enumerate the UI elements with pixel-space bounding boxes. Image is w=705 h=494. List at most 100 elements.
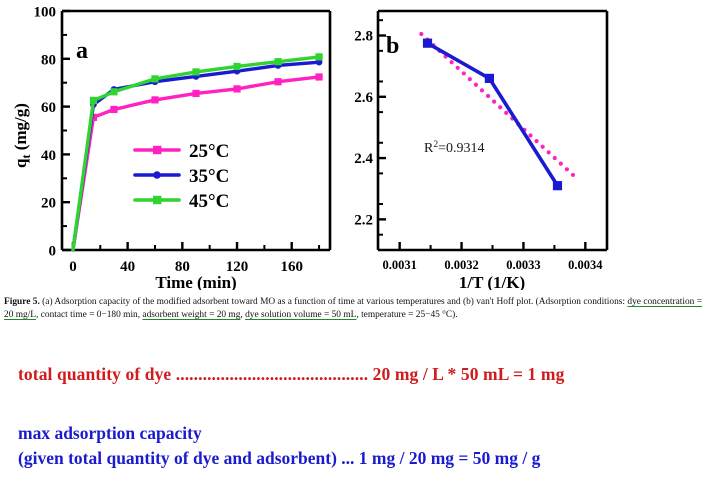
panel-b-x-ticks: 0.0031 0.0032 0.0033 0.0034 [382,242,603,272]
panel-b-letter: b [386,33,399,59]
panel-b-fit-dot [540,144,545,149]
panel-a-legend-label: 25°C [189,141,229,162]
panel-a-axes [60,9,332,252]
panel-b-fit-dot [504,110,509,116]
panel-b-fit-dot [564,167,569,172]
panel-b-axes [376,9,609,252]
panel-a-marker [315,53,323,61]
annotation-max-adsorption-capacity: max adsorption capacity (given total qua… [18,421,694,471]
panel-a-legend-item: 25°C [133,141,229,162]
panel-a-marker [192,89,200,98]
panel-b-vant-hoff-plot: 2.2 2.4 2.6 2.8 0.0031 0.0032 0.0033 0.0034 b … [352,0,705,290]
panel-a-marker [274,58,282,66]
svg-text:qt (mg/g): qt (mg/g) [11,103,33,168]
panel-a-x-tick-label: 120 [226,259,249,275]
panel-a-marker [192,68,200,76]
panel-a-letter: a [76,38,88,64]
panel-b-data-series [422,38,563,191]
y-title-rest: (mg/g) [11,103,30,154]
panel-b-fit-dot [570,172,576,178]
panel-a-x-tick-label: 80 [175,259,190,275]
panel-b-y-ticks: 2.2 2.4 2.6 2.8 [354,29,386,228]
panel-b-fit-dot [534,139,539,144]
y-title-main: q [11,158,30,168]
panel-a-y-tick-label: 100 [34,5,57,21]
panel-b-fit-dot [449,60,454,65]
panel-b-fit-dot [492,99,497,104]
panel-b-y-tick-label: 2.2 [354,212,373,228]
panel-a-series-45C [71,53,323,252]
panel-b-data-marker [422,38,433,48]
panel-b-x-tick-label: 0.0032 [444,258,478,272]
y-title-sub: t [19,155,33,159]
panel-b-fit-dot [467,76,472,82]
panel-a-legend-label: 45°C [189,191,229,212]
panel-a-x-tick-label: 0 [69,259,77,275]
svg-text:ln qe /Ce: ln qe /Ce [352,100,353,160]
caption-condition-dye-solution-volume: dye solution volume = 50 mL [245,310,357,321]
caption-part-1: (a) Adsorption capacity of the modified … [39,297,628,307]
panel-a-marker [233,62,241,71]
panel-a-y-tick-label: 60 [41,100,56,116]
panel-b-fit-dot [479,88,485,93]
panel-b-svg: 2.22.42.62.8 0.0031 0.0032 0.0033 0.0034 b … [352,9,609,290]
panel-a-marker [233,85,241,93]
panel-a-marker [151,75,159,83]
panel-b-r2-annotation: R2=0.9314 [424,140,485,156]
r2-pre: R [424,141,434,156]
panel-b-fit-dot [558,161,563,166]
caption-part-3: , [240,310,246,321]
panel-b-fit-dot [498,105,503,110]
panel-a-adsorption-capacity: 0 20 40 60 80 100 0 40 80 120 160 a qt (mg/g) [0,0,352,290]
panel-a-y-ticks: 0 20 40 60 80 100 [34,5,70,260]
panel-b-x-tick-label: 0.0034 [568,258,603,272]
panel-a-y-tick-label: 40 [41,148,56,164]
r2-sup: 2 [433,140,438,150]
panel-a-series-25C [71,73,323,252]
panel-a-x-minor-ticks [99,245,321,250]
panel-b-fit-dot [419,31,424,37]
panel-a-marker [89,113,98,121]
panel-a-marker [110,105,118,114]
panel-a-y-axis-title: qt (mg/g) [11,103,33,168]
caption-figure-number: Figure 5. [4,297,40,307]
panel-a-marker [110,88,118,96]
panel-b-y-tick-label: 2.6 [354,90,373,106]
panel-a-series-group [71,53,323,252]
panel-a-y-tick-label: 80 [41,52,56,68]
caption-condition-adsorbent-weight: adsorbent weight = 20 mg [142,310,241,321]
panel-a-marker [89,96,98,104]
b-y-title-sub2: e [352,100,353,106]
panel-b-fit-dot [473,82,479,87]
caption-part-4: , temperature = 25−45 °C). [356,310,458,321]
panel-a-x-tick-label: 40 [120,259,135,275]
panel-b-x-tick-label: 0.0033 [506,258,540,272]
panel-a-marker [315,73,323,81]
panel-b-data-line [425,41,560,188]
panel-a-legend: 25°C 35°C 45°C [133,141,229,212]
panel-a-x-axis-title: Time (min) [155,273,236,290]
panel-a-legend-item: 35°C [133,166,229,187]
panel-a-legend-label: 35°C [189,166,229,187]
caption-part-2: , contact time = 0−180 min, [36,310,143,321]
panel-a-marker [274,78,282,86]
figure-area: 0 20 40 60 80 100 0 40 80 120 160 a qt (mg/g) [0,0,705,290]
figure-caption: Figure 5. (a) Adsorption capacity of the… [4,296,702,323]
b-y-title-sub1: e [352,126,353,132]
panel-b-y-minor-ticks [378,19,383,236]
r2-post: =0.9314 [438,141,484,156]
panel-a-y-tick-label: 0 [49,244,57,260]
panel-a-marker [315,58,323,66]
panel-b-y-tick-label: 2.8 [354,29,373,45]
panel-b-data-marker [552,181,563,191]
panel-a-y-tick-label: 20 [41,196,56,212]
panel-a-svg: 0 20 40 60 80 100 0 40 80 120 160 a qt (mg/g) [11,5,332,290]
panel-a-y-minor-ticks [62,33,67,228]
panel-b-x-axis-title: 1/T (1/K) [459,273,525,290]
panel-b-fit-dot [546,150,551,155]
panel-b-y-tick-label: 2.4 [354,151,373,167]
panel-b-fit-dot [552,155,557,161]
panel-b-y-axis-title: ln qe /Ce [352,100,353,160]
panel-b-fit-dot [455,65,460,70]
